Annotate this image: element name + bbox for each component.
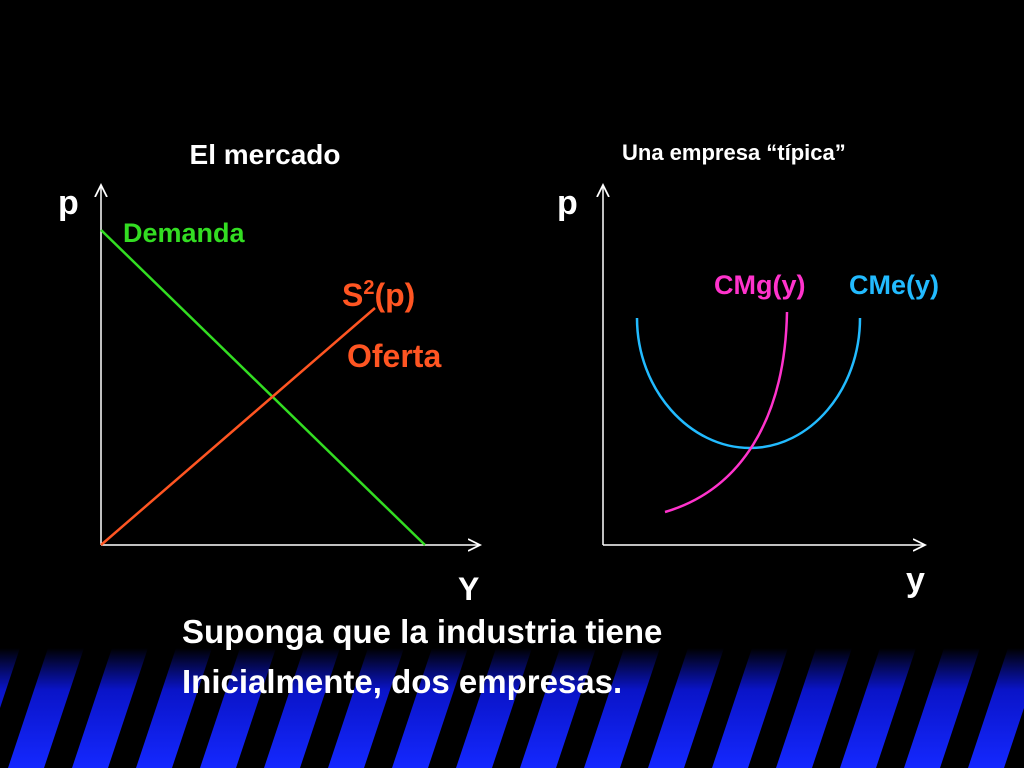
marginal-cost-curve [664,311,789,514]
supply-name: Oferta [347,338,441,374]
supply-line [100,307,376,546]
panel-title: El mercado [190,139,341,170]
average-cost-label: CMe(y) [849,270,939,300]
axis-label: p [557,184,578,222]
panel-title: Una empresa “típica” [622,140,846,165]
marginal-cost-label: CMg(y) [714,270,805,300]
supply-superscript: 2 [363,277,374,299]
caption-line: Inicialmente, dos empresas. [182,663,622,700]
caption-line: Suponga que la industria tiene [182,613,662,650]
supply-rest: (p) [374,277,415,313]
axis-label: y [906,561,925,599]
demand-line [100,229,426,546]
axis-label: Y [458,571,479,607]
demand-label: Demanda [123,218,246,248]
axis-label: p [58,184,79,222]
supply-label: S2(p) [342,277,415,313]
supply-base: S [342,277,363,313]
footer-stripes [0,648,1024,768]
